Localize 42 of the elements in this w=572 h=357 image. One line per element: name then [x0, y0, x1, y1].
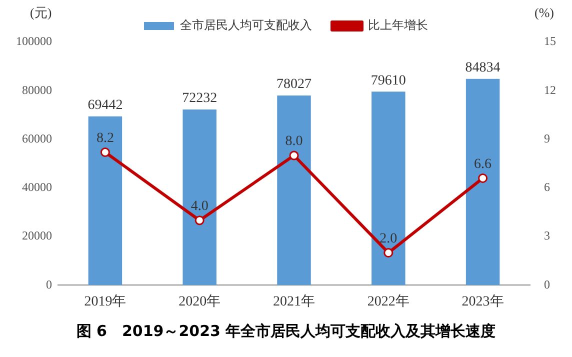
bar [277, 95, 311, 286]
data-label: 8.0 [285, 134, 303, 150]
legend-label: 全市居民人均可支配收入 [180, 18, 312, 32]
data-label: 78027 [276, 77, 312, 92]
data-label: 84834 [465, 60, 500, 76]
y2-tick-label: 3 [544, 228, 550, 243]
x-tick-label: 2023年 [462, 293, 504, 310]
y-tick-label: 0 [46, 277, 52, 292]
text: 图 6 2019～2023 年全市居民人均可支配收入及其增长速度 [75, 322, 497, 341]
data-label: 72232 [182, 91, 218, 106]
x-tick-label: 2019年 [84, 293, 126, 310]
data-label: 4.0 [190, 199, 208, 214]
data-label: 69442 [88, 98, 123, 113]
y-tick-label: 40000 [22, 180, 52, 194]
y-tick-label: 80000 [22, 82, 52, 97]
x-tick-label: 2022年 [367, 293, 410, 310]
point [384, 248, 394, 258]
y2-tick-label: 0 [544, 277, 550, 292]
data-label: 8.2 [96, 130, 114, 146]
bar [182, 110, 216, 286]
y2-axis-title: (%) [534, 4, 554, 20]
data-label: 6.6 [474, 156, 492, 172]
y2-tick-label: 15 [544, 34, 556, 48]
y-tick-label: 60000 [22, 131, 52, 146]
x-tick-label: 2020年 [178, 293, 221, 310]
data-label: 2.0 [380, 231, 398, 246]
y2-tick-label: 9 [544, 131, 550, 146]
y2-tick-label: 6 [544, 180, 550, 194]
point [100, 148, 110, 157]
data-label: 79610 [370, 73, 406, 88]
point [478, 173, 488, 183]
bar [466, 78, 500, 286]
y-axis-title: (元) [30, 4, 52, 20]
legend-label: 比上年增长 [368, 18, 428, 32]
x-tick-label: 2021年 [273, 293, 315, 310]
y2-tick-label: 12 [544, 82, 556, 97]
y-tick-label: 20000 [22, 228, 52, 243]
point [289, 150, 299, 160]
y-tick-label: 100000 [16, 34, 52, 48]
bar [372, 92, 406, 286]
point [194, 216, 204, 226]
bar [88, 116, 122, 286]
